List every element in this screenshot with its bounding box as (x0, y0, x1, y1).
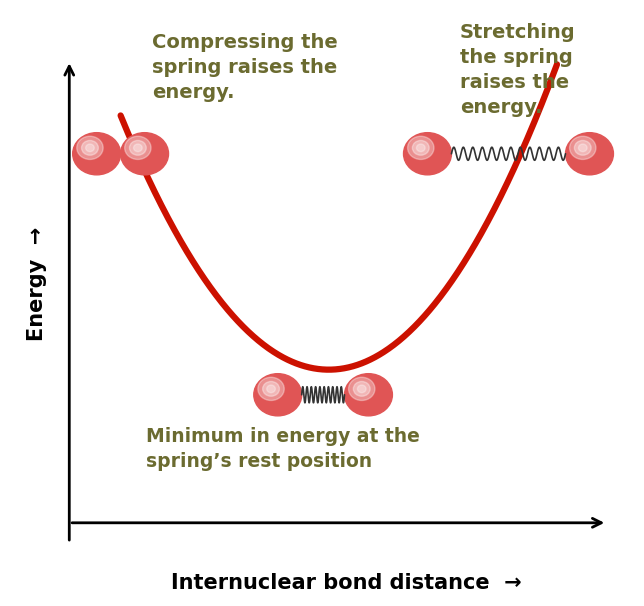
Circle shape (73, 133, 120, 175)
Circle shape (412, 141, 429, 155)
Circle shape (258, 378, 284, 401)
Circle shape (417, 144, 425, 152)
Circle shape (404, 133, 451, 175)
Circle shape (578, 144, 587, 152)
Text: Energy  →: Energy → (27, 227, 47, 341)
Circle shape (129, 141, 146, 155)
Circle shape (569, 136, 596, 159)
Text: Compressing the
spring raises the
energy.: Compressing the spring raises the energy… (152, 33, 337, 102)
Circle shape (133, 144, 142, 152)
Circle shape (565, 133, 614, 175)
Circle shape (574, 141, 591, 155)
Circle shape (348, 378, 375, 401)
Circle shape (77, 136, 103, 159)
Circle shape (408, 136, 434, 159)
Circle shape (254, 374, 301, 416)
Text: Internuclear bond distance  →: Internuclear bond distance → (171, 573, 521, 593)
Circle shape (357, 385, 366, 393)
Circle shape (354, 382, 370, 396)
Circle shape (125, 136, 151, 159)
Circle shape (120, 133, 169, 175)
Circle shape (82, 141, 99, 155)
Text: Minimum in energy at the
spring’s rest position: Minimum in energy at the spring’s rest p… (146, 427, 420, 471)
Circle shape (267, 385, 276, 393)
Circle shape (345, 374, 392, 416)
Circle shape (86, 144, 94, 152)
Text: Stretching
the spring
raises the
energy.: Stretching the spring raises the energy. (460, 23, 576, 117)
Circle shape (263, 382, 279, 396)
